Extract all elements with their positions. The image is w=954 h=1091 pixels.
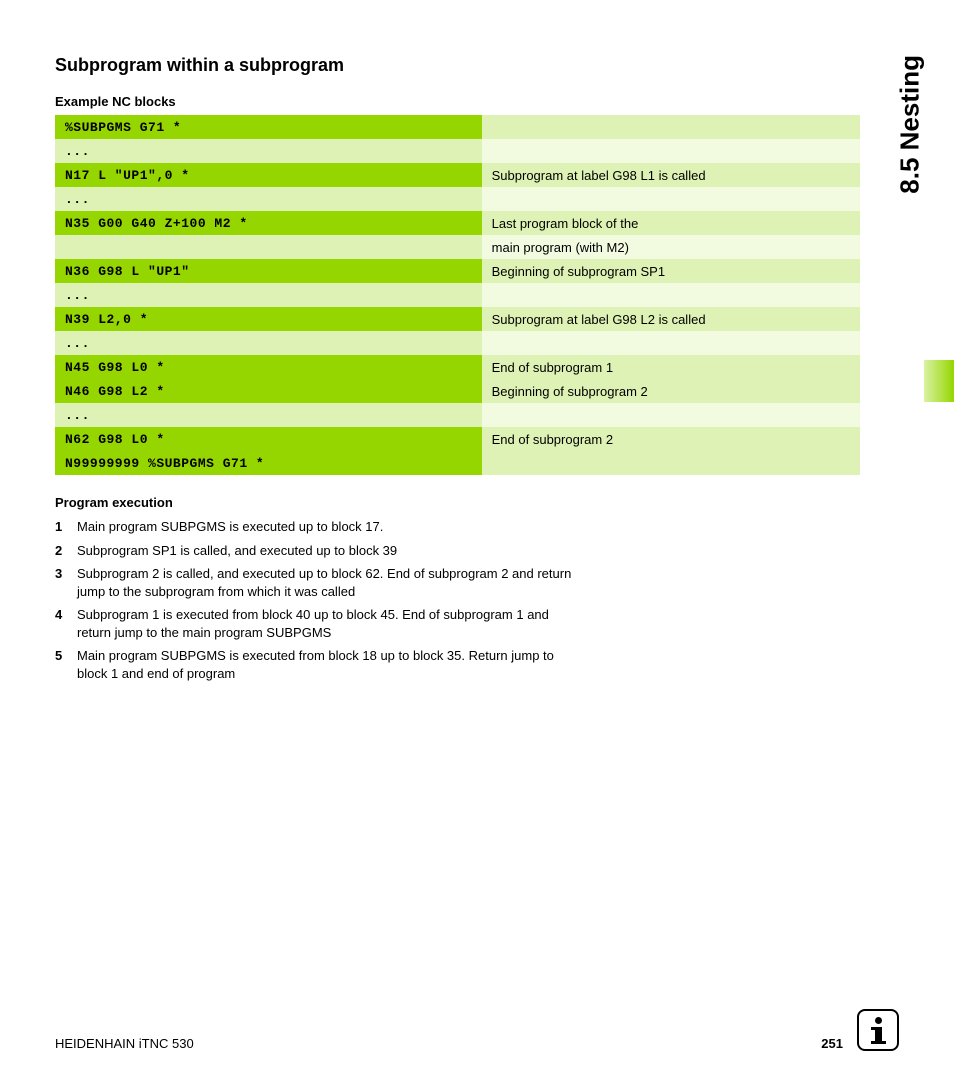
step-number: 3 — [55, 565, 77, 600]
table-row: ... — [55, 331, 860, 355]
nc-code-cell: N39 L2,0 * — [55, 307, 482, 331]
nc-desc-cell — [482, 331, 860, 355]
step-number: 4 — [55, 606, 77, 641]
step-text: Main program SUBPGMS is executed from bl… — [77, 647, 575, 682]
list-item: 4Subprogram 1 is executed from block 40 … — [55, 606, 575, 641]
side-section-title: 8.5 Nesting — [895, 55, 926, 194]
table-row: %SUBPGMS G71 * — [55, 115, 860, 139]
nc-desc-cell: Beginning of subprogram 2 — [482, 379, 860, 403]
table-row: N45 G98 L0 *End of subprogram 1 — [55, 355, 860, 379]
step-number: 5 — [55, 647, 77, 682]
table-row: N36 G98 L "UP1"Beginning of subprogram S… — [55, 259, 860, 283]
nc-code-cell: ... — [55, 139, 482, 163]
nc-code-cell: N36 G98 L "UP1" — [55, 259, 482, 283]
execution-list: 1Main program SUBPGMS is executed up to … — [55, 518, 575, 682]
nc-desc-cell — [482, 187, 860, 211]
nc-desc-cell: Last program block of the — [482, 211, 860, 235]
step-number: 2 — [55, 542, 77, 560]
step-text: Subprogram 2 is called, and executed up … — [77, 565, 575, 600]
step-text: Main program SUBPGMS is executed up to b… — [77, 518, 575, 536]
nc-code-cell: ... — [55, 283, 482, 307]
nc-desc-cell — [482, 451, 860, 475]
list-item: 1Main program SUBPGMS is executed up to … — [55, 518, 575, 536]
nc-desc-cell — [482, 403, 860, 427]
page-footer: HEIDENHAIN iTNC 530 251 — [55, 1009, 899, 1051]
table-row: N99999999 %SUBPGMS G71 * — [55, 451, 860, 475]
nc-code-cell: ... — [55, 403, 482, 427]
table-row: main program (with M2) — [55, 235, 860, 259]
nc-desc-cell: Subprogram at label G98 L2 is called — [482, 307, 860, 331]
step-number: 1 — [55, 518, 77, 536]
table-row: ... — [55, 283, 860, 307]
nc-desc-cell: Subprogram at label G98 L1 is called — [482, 163, 860, 187]
nc-desc-cell: End of subprogram 2 — [482, 427, 860, 451]
table-row: ... — [55, 403, 860, 427]
page-container: Subprogram within a subprogram Example N… — [0, 0, 954, 1091]
nc-code-cell: ... — [55, 187, 482, 211]
nc-desc-cell: End of subprogram 1 — [482, 355, 860, 379]
step-text: Subprogram 1 is executed from block 40 u… — [77, 606, 575, 641]
main-heading: Subprogram within a subprogram — [55, 55, 899, 76]
nc-code-cell: N46 G98 L2 * — [55, 379, 482, 403]
nc-blocks-table: %SUBPGMS G71 *...N17 L "UP1",0 *Subprogr… — [55, 115, 860, 475]
nc-desc-cell: main program (with M2) — [482, 235, 860, 259]
nc-desc-cell — [482, 115, 860, 139]
page-number: 251 — [821, 1036, 843, 1051]
nc-code-cell: N35 G00 G40 Z+100 M2 * — [55, 211, 482, 235]
nc-code-cell: %SUBPGMS G71 * — [55, 115, 482, 139]
footer-product: HEIDENHAIN iTNC 530 — [55, 1036, 194, 1051]
table-row: ... — [55, 187, 860, 211]
table-row: N62 G98 L0 *End of subprogram 2 — [55, 427, 860, 451]
page-edge-tab — [924, 360, 954, 402]
step-text: Subprogram SP1 is called, and executed u… — [77, 542, 575, 560]
footer-right: 251 — [821, 1009, 899, 1051]
nc-code-cell: N45 G98 L0 * — [55, 355, 482, 379]
list-item: 3Subprogram 2 is called, and executed up… — [55, 565, 575, 600]
table-row: N17 L "UP1",0 *Subprogram at label G98 L… — [55, 163, 860, 187]
nc-desc-cell: Beginning of subprogram SP1 — [482, 259, 860, 283]
table-row: ... — [55, 139, 860, 163]
nc-desc-cell — [482, 283, 860, 307]
table-row: N46 G98 L2 *Beginning of subprogram 2 — [55, 379, 860, 403]
list-item: 2Subprogram SP1 is called, and executed … — [55, 542, 575, 560]
table-row: N39 L2,0 *Subprogram at label G98 L2 is … — [55, 307, 860, 331]
nc-code-cell — [55, 235, 482, 259]
list-item: 5Main program SUBPGMS is executed from b… — [55, 647, 575, 682]
nc-code-cell: ... — [55, 331, 482, 355]
execution-heading: Program execution — [55, 495, 899, 510]
info-icon — [857, 1009, 899, 1051]
nc-desc-cell — [482, 139, 860, 163]
nc-code-cell: N17 L "UP1",0 * — [55, 163, 482, 187]
example-heading: Example NC blocks — [55, 94, 899, 109]
nc-code-cell: N99999999 %SUBPGMS G71 * — [55, 451, 482, 475]
nc-code-cell: N62 G98 L0 * — [55, 427, 482, 451]
table-row: N35 G00 G40 Z+100 M2 *Last program block… — [55, 211, 860, 235]
